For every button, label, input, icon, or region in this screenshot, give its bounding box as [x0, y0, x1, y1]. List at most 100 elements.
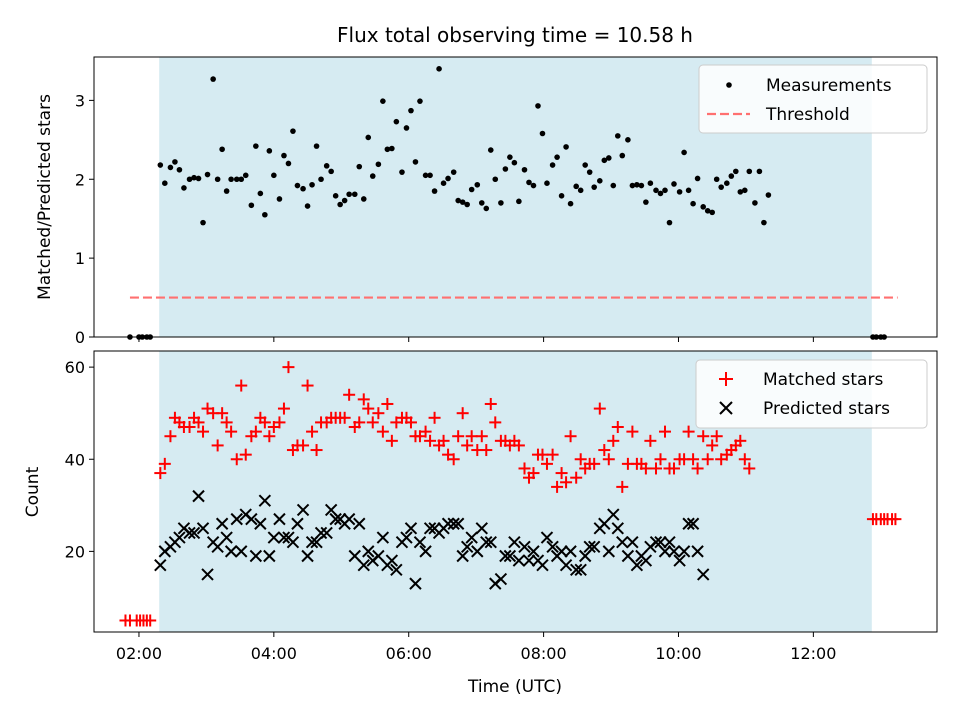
measurement-point — [741, 187, 748, 194]
matched-star-point — [404, 416, 417, 429]
measurement-point — [526, 179, 532, 186]
legend-predicted-marker — [719, 401, 733, 415]
predicted-star-point — [286, 535, 300, 549]
measurement-point — [294, 182, 301, 189]
bottom-axes-frame — [93, 350, 938, 633]
predicted-star-point — [400, 531, 413, 544]
x-tick-label: 12:00 — [790, 644, 836, 663]
y-tick-label: 40 — [65, 450, 85, 469]
measurement-point — [657, 190, 664, 197]
bottom-legend: Matched stars Predicted stars — [695, 359, 928, 429]
predicted-star-point — [518, 540, 531, 553]
measurement-point — [549, 162, 556, 168]
predicted-star-point — [522, 554, 536, 567]
bottom-y-axis-label: Count — [23, 466, 43, 517]
measurement-point — [643, 199, 649, 205]
matched-star-point — [249, 425, 262, 438]
predicted-star-point — [215, 517, 229, 530]
predicted-star-point — [230, 512, 243, 526]
measurement-point — [393, 118, 400, 125]
measurement-point — [530, 182, 537, 189]
bottom-panel: 20 40 60 02:00 04:00 06:00 08:00 10:00 12:00 Co… — [23, 350, 938, 697]
matched-star-point — [738, 453, 751, 466]
predicted-star-point — [527, 545, 540, 558]
predicted-star-point — [540, 531, 554, 544]
matched-star-point — [682, 425, 695, 438]
predicted-star-point — [697, 568, 710, 581]
measurement-point — [257, 190, 264, 197]
predicted-star-point — [192, 489, 205, 503]
measurement-point — [233, 176, 240, 183]
measurement-point — [647, 180, 654, 186]
measurement-point — [436, 66, 442, 72]
measurement-point — [671, 181, 677, 187]
matched-star-point — [154, 467, 167, 480]
predicted-star-point — [630, 558, 644, 572]
predicted-star-point — [499, 549, 512, 563]
matched-star-point — [220, 416, 233, 429]
predicted-star-point — [196, 522, 210, 535]
predicted-star-point — [546, 540, 559, 553]
predicted-star-point — [480, 535, 493, 549]
predicted-star-point — [235, 545, 248, 558]
measurement-point — [195, 175, 202, 182]
predicted-star-point — [512, 554, 526, 567]
measurement-point — [204, 171, 211, 178]
predicted-star-point — [362, 545, 375, 558]
measurement-point — [629, 182, 636, 189]
predicted-star-point — [602, 545, 615, 558]
matched-star-point — [639, 462, 652, 475]
measurement-point — [389, 145, 395, 152]
predicted-star-point — [587, 540, 601, 553]
bottom-legend-box — [695, 359, 928, 429]
predicted-star-point — [626, 535, 639, 549]
matched-star-point — [607, 434, 620, 447]
predicted-star-point — [465, 531, 478, 544]
measurement-point — [694, 175, 701, 182]
matched-star-point — [687, 453, 700, 466]
predicted-star-point — [296, 503, 310, 517]
predicted-star-point — [663, 535, 676, 549]
matched-star-point — [456, 407, 469, 420]
measurement-point — [266, 148, 273, 154]
matched-star-point — [353, 416, 366, 429]
measurement-point — [601, 157, 608, 164]
measurement-point — [544, 180, 550, 186]
measurement-point — [290, 128, 296, 134]
matched-star-point — [889, 513, 902, 526]
measurement-point — [498, 200, 504, 206]
matched-star-point — [376, 425, 389, 438]
predicted-star-point — [441, 517, 455, 530]
matched-star-point — [536, 448, 549, 461]
measurement-point — [464, 201, 470, 208]
matched-star-point — [277, 402, 290, 415]
measurement-point — [431, 188, 438, 194]
matched-star-point — [372, 407, 385, 420]
y-tick-label: 0 — [75, 328, 85, 347]
y-tick-label: 3 — [75, 91, 85, 110]
measurement-point — [276, 196, 283, 202]
predicted-star-point — [310, 535, 323, 549]
measurements-series — [127, 66, 887, 340]
measurement-point — [417, 98, 423, 104]
matched-star-point — [310, 444, 323, 457]
measurement-point — [318, 176, 324, 183]
matched-star-point — [616, 480, 629, 493]
matched-star-point — [484, 397, 497, 410]
measurement-point — [332, 193, 339, 199]
measurement-point — [676, 189, 683, 195]
predicted-star-point — [254, 517, 267, 530]
matched-star-point — [564, 430, 577, 443]
matched-star-point — [644, 434, 657, 447]
matched-star-point — [546, 448, 559, 461]
measurement-point — [653, 187, 659, 194]
predicted-star-point — [314, 526, 328, 540]
measurement-point — [591, 184, 597, 190]
predicted-star-point — [409, 577, 422, 590]
x-tick-label: 04:00 — [251, 644, 297, 663]
matched-star-point — [588, 457, 601, 470]
matched-star-point — [338, 411, 351, 424]
matched-star-point — [258, 416, 271, 429]
measurement-point — [351, 191, 358, 198]
measurement-point — [582, 162, 588, 168]
